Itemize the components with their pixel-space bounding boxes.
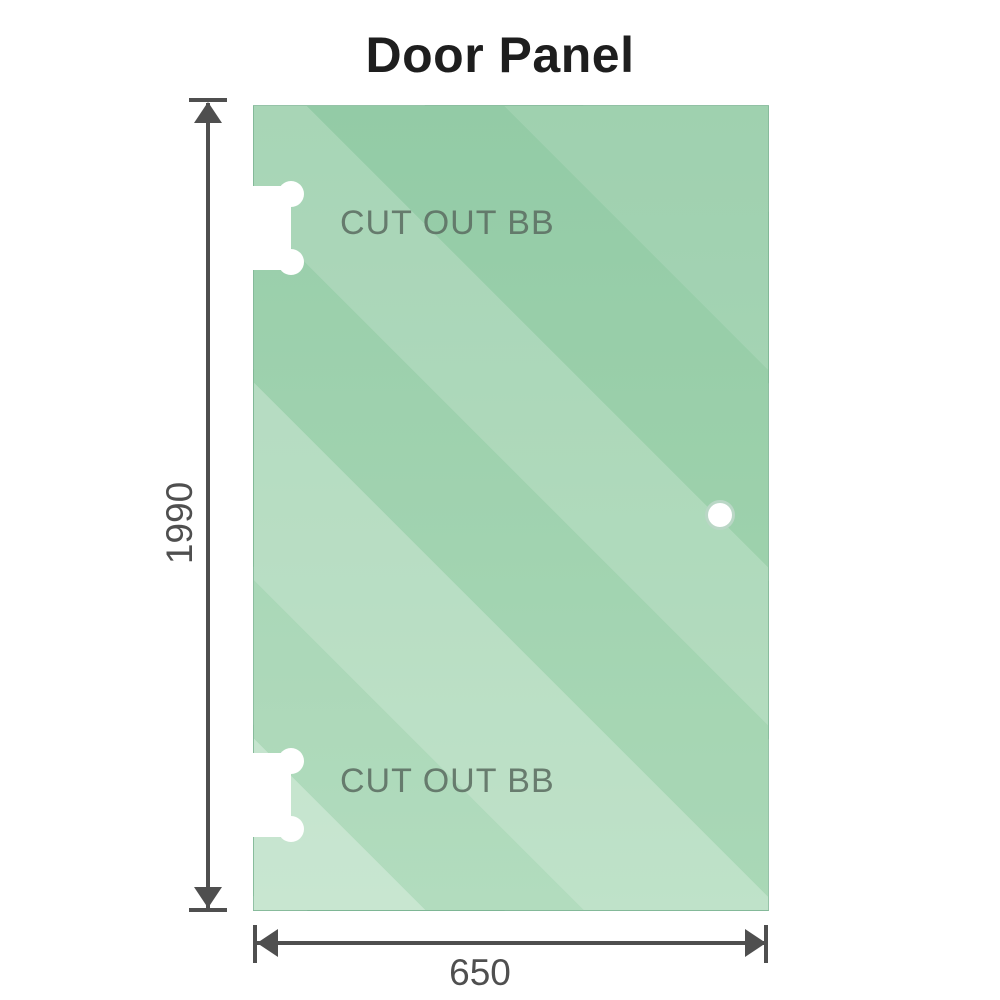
handle-hole [705,500,735,530]
dimension-cap-left [253,925,257,963]
arrow-right-icon [745,929,766,957]
dimension-cap-top [189,98,227,102]
cutout-label-bottom: CUT OUT BB [340,762,555,800]
hinge-cutout-bottom-icon [252,748,304,842]
width-value: 650 [449,952,511,993]
width-dimension-line [257,941,766,945]
hinge-cutout-top-icon [252,181,304,275]
arrow-down-icon [194,887,222,908]
door-panel-glass: CUT OUT BB CUT OUT BB [252,105,769,911]
height-value: 1990 [159,481,200,565]
height-dimension-line [206,103,210,908]
dimension-cap-right [764,925,768,963]
cutout-label-top: CUT OUT BB [340,204,555,242]
diagram-title: Door Panel [365,27,635,83]
dimension-cap-bottom [189,908,227,912]
